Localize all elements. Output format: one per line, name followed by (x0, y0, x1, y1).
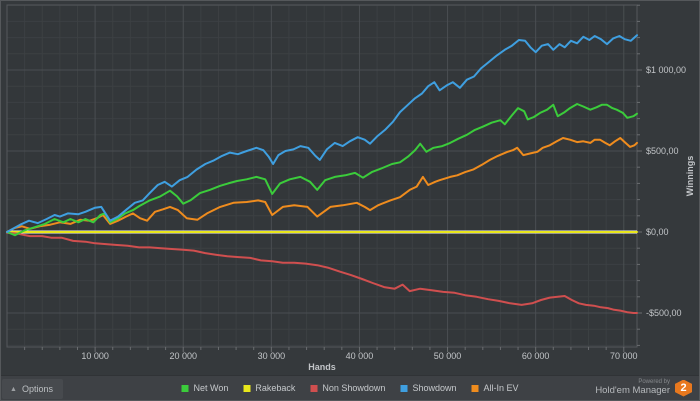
legend-label: Net Won (193, 383, 229, 393)
caret-up-icon: ▲ (10, 385, 17, 393)
branding: Powered by Hold'em Manager 2 (595, 376, 692, 400)
y-tick-label: $500,00 (646, 146, 679, 156)
hm2-logo-badge: 2 (675, 379, 692, 397)
legend-item-showdown[interactable]: Showdown (400, 383, 456, 393)
legend-label: Rakeback (255, 383, 296, 393)
x-tick-label: 50 000 (434, 351, 462, 361)
x-tick-label: 30 000 (258, 351, 286, 361)
hm2-logo-number: 2 (680, 382, 687, 394)
series-all-in-ev (6, 137, 638, 233)
legend-swatch-icon (471, 384, 479, 392)
app-name-label: Hold'em Manager (595, 384, 670, 396)
chart-legend: Net Won Rakeback Non Showdown Showdown All-I… (181, 376, 518, 400)
y-tick-label: $1 000,00 (646, 65, 686, 75)
series-showdown (6, 34, 638, 233)
x-tick-label: 20 000 (169, 351, 197, 361)
legend-swatch-icon (400, 384, 408, 392)
legend-swatch-icon (181, 384, 189, 392)
plot-area (7, 5, 637, 347)
x-tick-label: 40 000 (346, 351, 374, 361)
legend-swatch-icon (243, 384, 251, 392)
legend-item-non-showdown[interactable]: Non Showdown (310, 383, 385, 393)
powered-by-label: Powered by (638, 379, 670, 386)
x-tick-label: 70 000 (610, 351, 638, 361)
legend-item-rakeback[interactable]: Rakeback (243, 383, 295, 393)
legend-label: Showdown (412, 383, 457, 393)
x-axis-title: Hands (308, 362, 336, 372)
series-non-showdown (6, 231, 638, 314)
winnings-chart: 10 000 20 000 30 000 40 000 50 000 60 000 70 0… (6, 4, 695, 372)
legend-item-all-in-ev[interactable]: All-In EV (471, 383, 518, 393)
legend-label: All-In EV (483, 383, 519, 393)
legend-label: Non Showdown (322, 383, 386, 393)
options-button[interactable]: ▲ Options (2, 379, 63, 399)
legend-swatch-icon (310, 384, 318, 392)
options-label: Options (21, 384, 53, 394)
y-axis-title: Winnings (685, 156, 695, 196)
branding-text: Powered by Hold'em Manager (595, 379, 670, 397)
bottom-bar: ▲ Options Net Won Rakeback Non Showdown Sho… (1, 375, 699, 400)
y-tick-label: $0,00 (646, 227, 669, 237)
y-tick-label: -$500,00 (646, 308, 682, 318)
legend-item-net-won[interactable]: Net Won (181, 383, 229, 393)
x-tick-label: 10 000 (81, 351, 109, 361)
series-net-won (6, 103, 638, 237)
x-tick-label: 60 000 (522, 351, 550, 361)
